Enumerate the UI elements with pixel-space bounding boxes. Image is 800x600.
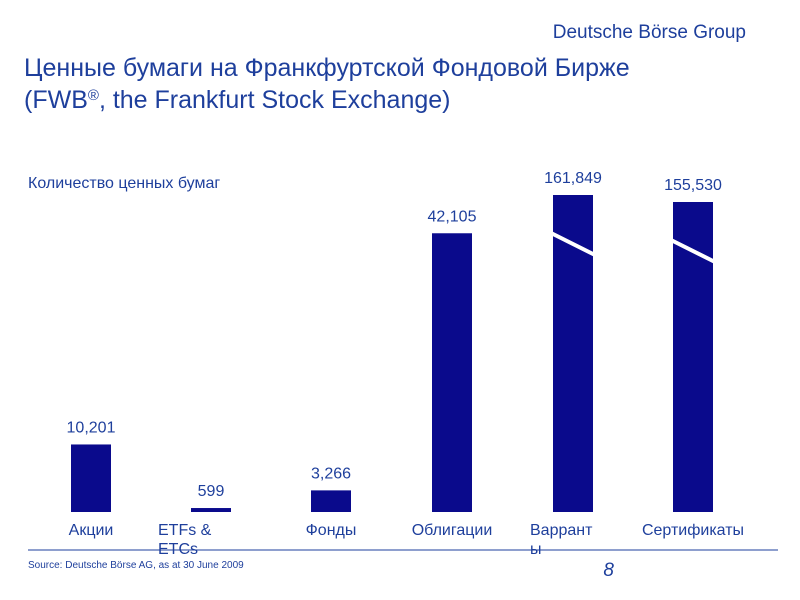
title-line-2: (FWB®, the Frankfurt Stock Exchange) — [24, 84, 764, 116]
chart-title: Количество ценных бумаг — [28, 175, 221, 192]
category-label-4: Варрант — [530, 522, 593, 539]
bar-0 — [71, 444, 111, 512]
value-label-2: 3,266 — [311, 465, 351, 482]
title-line-1: Ценные бумаги на Франкфуртской Фондовой … — [24, 54, 630, 82]
bar-3 — [432, 233, 472, 512]
axis-break-mark-4 — [550, 231, 596, 257]
category-label-3: Облигации — [412, 522, 493, 539]
title-paren-open: (FWB — [24, 86, 88, 114]
value-label-0: 10,201 — [67, 419, 116, 436]
category-label-5: Сертификаты — [642, 522, 744, 539]
source-note: Source: Deutsche Börse AG, as at 30 June… — [28, 560, 244, 571]
value-label-1: 599 — [198, 483, 225, 500]
category-label-2: Фонды — [306, 522, 357, 539]
title-paren-rest: , the Frankfurt Stock Exchange) — [98, 86, 451, 114]
registered-mark: ® — [87, 87, 99, 104]
category-label-1: ETFs & — [158, 522, 212, 539]
bar-2 — [311, 490, 351, 512]
value-label-4: 161,849 — [544, 170, 602, 187]
bar-4 — [553, 195, 593, 512]
bar-5 — [673, 202, 713, 512]
page-number: 8 — [603, 560, 614, 581]
bar-1 — [191, 508, 231, 512]
page-title: Ценные бумаги на Франкфуртской Фондовой … — [24, 52, 764, 116]
category-label-0: Акции — [69, 522, 114, 539]
brand-logo-text: Deutsche Börse Group — [552, 22, 746, 43]
value-label-3: 42,105 — [428, 208, 477, 225]
axis-break-mark-5 — [670, 238, 716, 264]
value-label-5: 155,530 — [664, 177, 722, 194]
